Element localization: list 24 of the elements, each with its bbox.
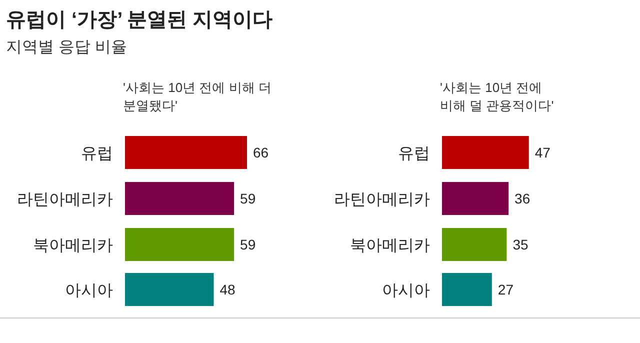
y-tick-label: 북아메리카 — [350, 238, 430, 254]
x-axis-title: '사회는 10년 전에 비해 덜 관용적이다' — [440, 80, 554, 113]
data-label: 59 — [240, 190, 256, 206]
chart-title: 유럽이 ‘가장’ 분열된 지역이다 — [6, 9, 273, 31]
y-tick-label: 북아메리카 — [33, 238, 113, 254]
data-label: 59 — [240, 236, 256, 252]
bar — [442, 182, 509, 215]
bar — [442, 273, 492, 306]
y-tick-label: 라틴아메리카 — [17, 192, 113, 208]
data-label: 48 — [220, 282, 236, 298]
chart-subtitle: 지역별 응답 비율 — [6, 39, 127, 56]
data-label: 47 — [534, 144, 551, 160]
bar — [442, 228, 507, 261]
data-label: 35 — [512, 236, 528, 252]
bar — [442, 136, 529, 169]
y-tick-label: 유럽 — [398, 146, 430, 162]
y-tick-label: 아시아 — [382, 282, 430, 300]
data-label: 66 — [253, 144, 269, 160]
y-tick-label: 유럽 — [81, 146, 113, 162]
y-tick-label: 아시아 — [65, 282, 113, 300]
x-axis-title: '사회는 10년 전에 비해 더 분열됐다' — [123, 80, 272, 113]
data-label: 27 — [498, 282, 514, 298]
data-label: 36 — [514, 190, 530, 206]
y-tick-label: 라틴아메리카 — [334, 192, 430, 208]
